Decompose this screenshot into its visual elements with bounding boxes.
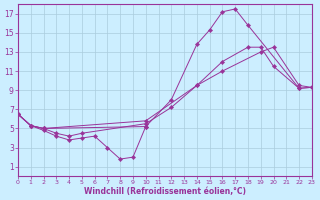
X-axis label: Windchill (Refroidissement éolien,°C): Windchill (Refroidissement éolien,°C) xyxy=(84,187,246,196)
